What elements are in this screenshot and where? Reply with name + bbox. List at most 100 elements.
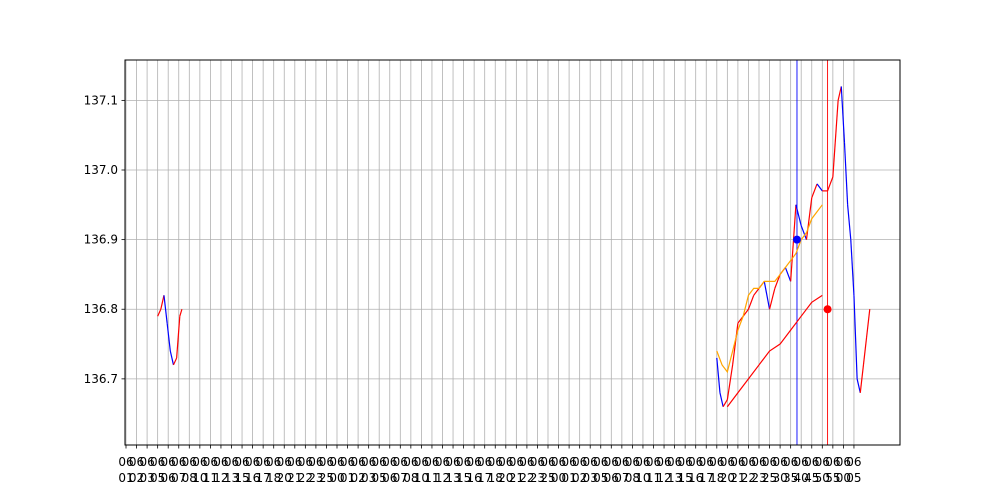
x-tick-label-top: 06 [751,455,766,469]
x-tick-label-bottom: 05 [593,471,608,485]
x-tick-label-top: 06 [498,455,513,469]
x-tick-label-bottom: 25 [540,471,555,485]
x-tick-label-bottom: 07 [171,471,186,485]
x-tick-label-bottom: 10 [414,471,429,485]
price-line-segment [800,225,808,240]
x-tick-label-bottom: 11 [203,471,218,485]
price-line-segment [163,295,168,324]
x-tick-label-top: 06 [625,455,640,469]
x-tick-label-top: 06 [203,455,218,469]
x-tick-label-bottom: 07 [393,471,408,485]
x-tick-label-top: 06 [783,455,798,469]
x-tick-label-top: 06 [540,455,555,469]
x-tick-label-bottom: 18 [488,471,503,485]
price-line-segment [160,295,165,310]
x-tick-label-bottom: 00 [551,471,566,485]
x-tick-label-top: 06 [688,455,703,469]
x-tick-label-top: 06 [182,455,197,469]
y-tick-label: 137.1 [84,93,118,107]
x-tick-label-bottom: 17 [477,471,492,485]
price-line-segment [850,239,855,296]
price-line-segment [719,392,724,407]
price-line-segment [790,204,797,282]
x-tick-label-top: 06 [403,455,418,469]
x-tick-label-top: 06 [467,455,482,469]
y-axis: 136.7 136.8 136.9 137.0 137.1 [84,93,125,386]
x-tick-label-top: 06 [741,455,756,469]
x-tick-label-bottom: 13 [667,471,682,485]
price-line-segment [732,323,739,366]
x-tick-label-top: 06 [730,455,745,469]
x-tick-label-bottom: 16 [688,471,703,485]
x-tick-label-bottom: 23 [308,471,323,485]
x-tick-label-top: 06 [319,455,334,469]
x-tick-label-bottom: 05 [846,471,861,485]
x-tick-label-bottom: 40 [794,471,809,485]
x-tick-label-bottom: 12 [213,471,228,485]
price-line-segment [827,176,834,192]
x-tick-label-bottom: 10 [192,471,207,485]
x-tick-label-bottom: 20 [720,471,735,485]
x-tick-label-bottom: 15 [234,471,249,485]
x-tick-label-top: 06 [572,455,587,469]
x-tick-label-bottom: 12 [435,471,450,485]
x-tick-label-top: 06 [424,455,439,469]
x-tick-label-top: 06 [350,455,365,469]
x-tick-label-top: 06 [530,455,545,469]
x-tick-label-bottom: 55 [825,471,840,485]
x-tick-label-bottom: 00 [329,471,344,485]
y-tick-label: 137.0 [84,163,118,177]
x-tick-label-top: 06 [488,455,503,469]
x-tick-label-top: 06 [393,455,408,469]
price-line-segment [768,288,776,310]
x-tick-label-bottom: 08 [625,471,640,485]
x-tick-label-bottom: 12 [656,471,671,485]
x-tick-label-bottom: 25 [762,471,777,485]
x-tick-label-top: 06 [699,455,714,469]
x-tick-label-top: 06 [614,455,629,469]
x-tick-label-bottom: 06 [604,471,619,485]
x-tick-label-bottom: 15 [456,471,471,485]
x-tick-label-top: 06 [678,455,693,469]
x-tick-label-bottom: 15 [678,471,693,485]
x-tick-label-top: 06 [825,455,840,469]
plot-frame [124,59,901,446]
x-tick-label-top: 06 [150,455,165,469]
x-tick-label-bottom: 17 [256,471,271,485]
x-tick-label-bottom: 23 [530,471,545,485]
signal-marker [823,305,832,314]
x-tick-label-top: 06 [846,455,861,469]
price-line-segment [866,309,871,338]
x-tick-label-bottom: 25 [319,471,334,485]
price-line-segment [853,295,858,379]
x-tick-label-bottom: 03 [139,471,154,485]
x-tick-label-bottom: 11 [646,471,661,485]
price-line-segment [774,274,781,289]
data-layer [157,60,871,445]
price-line-segment [859,364,865,393]
x-tick-label-bottom: 13 [445,471,460,485]
x-tick-label-bottom: 07 [614,471,629,485]
x-tick-label-bottom: 18 [709,471,724,485]
x-tick-label-top: 06 [234,455,249,469]
x-tick-label-bottom: 01 [340,471,355,485]
x-tick-label-bottom: 01 [561,471,576,485]
x-tick-label-bottom: 35 [783,471,798,485]
x-tick-label-top: 06 [435,455,450,469]
x-tick-label-top: 06 [667,455,682,469]
price-line-segment [862,337,868,366]
x-tick-label-top: 06 [118,455,133,469]
x-tick-label-bottom: 03 [583,471,598,485]
x-tick-label-top: 06 [445,455,460,469]
x-tick-label-top: 06 [329,455,344,469]
x-tick-label-bottom: 08 [403,471,418,485]
price-line-segment [176,316,181,359]
price-line-segment [753,287,760,296]
x-tick-label-bottom: 21 [509,471,524,485]
x-tick-label-bottom: 06 [382,471,397,485]
x-tick-label-bottom: 13 [224,471,239,485]
x-tick-label-top: 06 [192,455,207,469]
x-tick-label-top: 06 [604,455,619,469]
x-tick-label-top: 06 [509,455,524,469]
price-line-segment [843,142,849,205]
